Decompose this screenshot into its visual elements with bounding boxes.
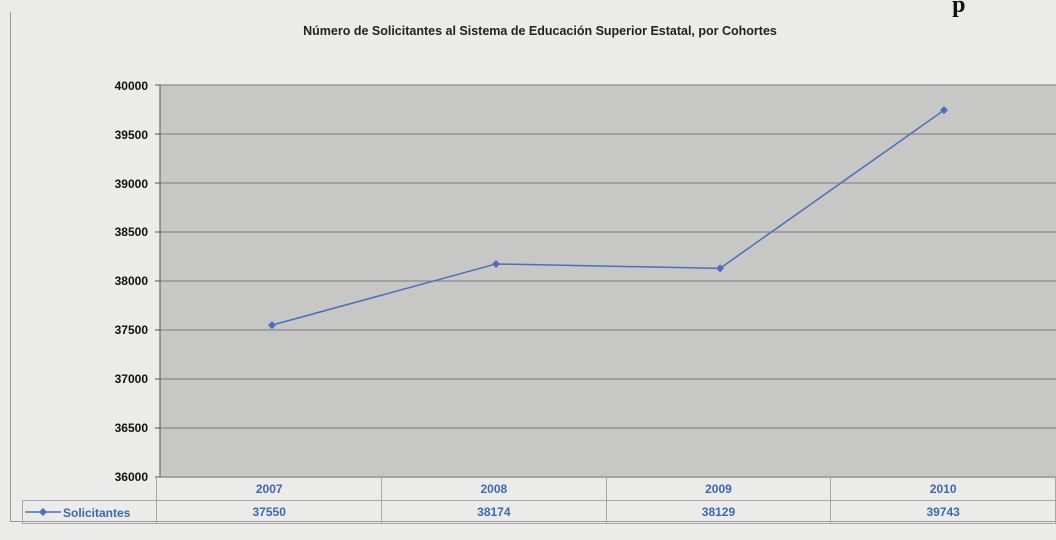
y-tick-label: 38000 — [114, 274, 148, 288]
series-line — [271, 109, 945, 326]
data-point — [492, 259, 500, 268]
data-table-value: 38129 — [605, 500, 832, 524]
data-table-value: 37550 — [156, 500, 383, 524]
y-tick-label: 39500 — [114, 128, 148, 142]
data-table-category: 2010 — [830, 477, 1056, 501]
chart-title: Número de Solicitantes al Sistema de Edu… — [303, 24, 777, 38]
y-tick-label: 40000 — [114, 79, 148, 93]
data-table-category: 2009 — [605, 477, 832, 501]
data-table-value: 38174 — [381, 500, 607, 524]
data-table-category: 2008 — [381, 477, 607, 501]
data-table-corner — [23, 478, 157, 501]
y-tick-label: 37500 — [114, 323, 148, 337]
data-table-category: 2007 — [156, 477, 383, 501]
y-tick-label: 38500 — [114, 225, 148, 239]
legend-label: Solicitantes — [63, 505, 131, 520]
y-tick-label: 36000 — [114, 470, 148, 484]
data-table: 2007 2008 2009 2010 Solicitantes 37550 3… — [21, 477, 1056, 524]
cropped-heading-fragment: p — [952, 0, 966, 18]
legend-entry: Solicitantes — [21, 500, 158, 524]
data-point — [268, 321, 276, 330]
data-point — [940, 106, 948, 115]
y-tick-label: 39000 — [114, 177, 148, 191]
chart-frame-left — [10, 12, 11, 522]
data-point — [716, 264, 724, 273]
legend-line-diamond-icon — [25, 508, 61, 517]
data-table-value: 39743 — [830, 500, 1056, 524]
data-table-value-row: Solicitantes 37550 38174 38129 39743 — [21, 500, 1056, 524]
data-table-header-row: 2007 2008 2009 2010 — [23, 477, 1056, 501]
y-tick-label: 36500 — [114, 421, 148, 435]
y-tick-label: 37000 — [114, 372, 148, 386]
